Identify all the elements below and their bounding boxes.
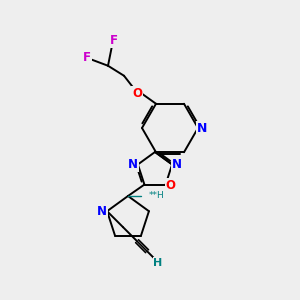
Text: N: N <box>197 122 207 134</box>
Text: N: N <box>172 158 182 171</box>
Text: F: F <box>110 34 118 47</box>
Text: O: O <box>166 179 176 192</box>
Text: N: N <box>128 158 138 171</box>
Text: F: F <box>83 51 91 64</box>
Text: H: H <box>154 258 163 268</box>
Text: N: N <box>97 205 107 218</box>
Text: **H: **H <box>149 191 165 200</box>
Text: O: O <box>132 87 142 100</box>
